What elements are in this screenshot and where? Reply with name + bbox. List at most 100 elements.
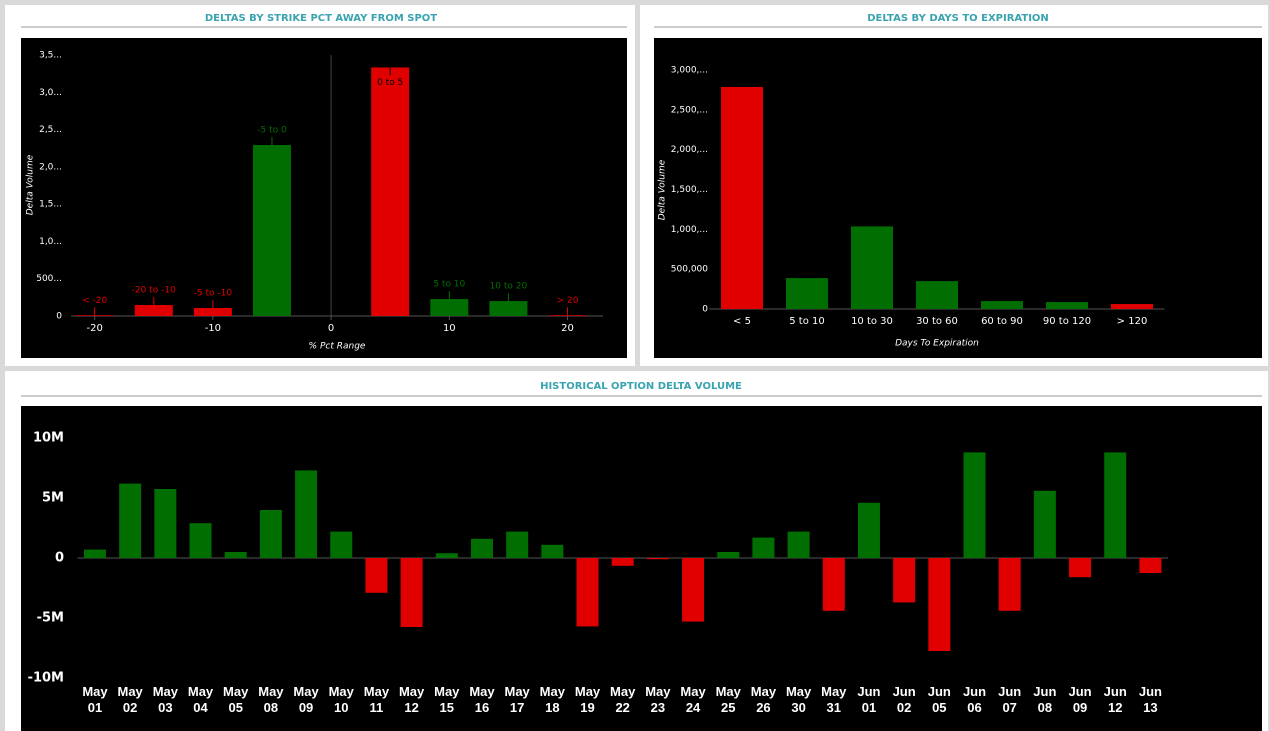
bar	[189, 523, 212, 558]
bar	[1069, 558, 1092, 578]
bar	[611, 558, 634, 566]
x-tick-label: Jun 09	[1068, 684, 1092, 715]
data-label: -5 to -10	[194, 289, 233, 299]
data-label: 5 to 10	[433, 280, 465, 290]
x-tick-label: -20	[86, 323, 102, 334]
bar	[1104, 452, 1127, 558]
bar	[541, 544, 564, 558]
x-tick-label: Jun 07	[998, 684, 1022, 715]
x-tick-label: May 25	[715, 684, 741, 715]
x-axis-label: % Pct Range	[309, 342, 366, 352]
bar	[721, 86, 763, 310]
x-tick-label: 10	[443, 323, 456, 334]
x-tick-label: May 24	[680, 684, 706, 715]
y-axis-label: Delta Volume	[658, 159, 668, 220]
x-tick-label: May 23	[645, 684, 671, 715]
bar	[435, 553, 458, 558]
bar	[916, 281, 958, 309]
bar	[259, 510, 282, 558]
y-tick-label: 0	[55, 551, 64, 566]
x-tick-label: May 05	[223, 684, 249, 715]
bar	[365, 558, 388, 593]
x-tick-label: May 26	[750, 684, 777, 715]
x-tick-label: -10	[205, 323, 221, 334]
data-label: < -20	[82, 296, 107, 306]
bar	[193, 308, 232, 316]
y-tick-label: 1,5...	[39, 200, 62, 210]
bar	[224, 552, 247, 558]
x-tick-label: May 22	[610, 684, 636, 715]
y-tick-label: 0	[702, 305, 708, 315]
bar	[576, 558, 599, 627]
x-tick-label: Jun 06	[962, 684, 987, 715]
x-tick-label: May 30	[785, 684, 812, 715]
x-tick-label: 30 to 60	[916, 316, 958, 327]
y-tick-label: -10M	[28, 671, 64, 686]
x-tick-label: 0	[328, 323, 334, 334]
y-tick-label: 3,0...	[39, 88, 62, 98]
bar	[998, 558, 1021, 611]
bar	[822, 558, 845, 611]
bar	[371, 67, 410, 316]
x-tick-label: May 17	[504, 684, 530, 715]
bar	[154, 489, 177, 558]
bar	[119, 483, 142, 558]
bar	[83, 549, 106, 558]
bar	[75, 315, 114, 317]
bar	[400, 558, 423, 627]
x-tick-label: May 10	[328, 684, 354, 715]
bar	[330, 531, 353, 558]
bar	[851, 226, 893, 309]
x-tick-label: May 02	[117, 684, 143, 715]
bar	[1046, 302, 1088, 309]
bar	[295, 470, 318, 558]
x-tick-label: Jun 02	[892, 684, 916, 715]
bar	[857, 502, 880, 558]
x-tick-label: > 120	[1117, 316, 1148, 327]
y-tick-label: 0	[56, 312, 62, 322]
bar	[489, 301, 528, 316]
data-label: -20 to -10	[132, 286, 176, 296]
x-tick-label: May 16	[469, 684, 495, 715]
x-tick-label: 60 to 90	[981, 316, 1023, 327]
x-tick-label: Jun 08	[1033, 684, 1057, 715]
x-tick-label: Jun 01	[857, 684, 881, 715]
bar	[470, 538, 493, 558]
data-label: 10 to 20	[490, 282, 528, 292]
x-tick-label: May 15	[434, 684, 460, 715]
plot-area	[21, 406, 1262, 731]
x-tick-label: 10 to 30	[851, 316, 893, 327]
y-tick-label: 500...	[36, 274, 62, 284]
x-tick-label: May 11	[363, 684, 390, 715]
x-tick-label: May 09	[293, 684, 319, 715]
y-tick-label: 2,000,...	[671, 145, 708, 155]
y-tick-label: 1,500,...	[671, 185, 708, 195]
x-axis-label: Days To Expiration	[895, 339, 979, 349]
x-tick-label: May 03	[152, 684, 178, 715]
y-tick-label: 1,000,...	[671, 225, 708, 235]
x-tick-label: 5 to 10	[789, 316, 824, 327]
bar	[134, 305, 173, 316]
y-tick-label: 1,0...	[39, 237, 62, 247]
bar	[430, 299, 469, 316]
data-label: -5 to 0	[257, 126, 287, 136]
bar	[981, 301, 1023, 309]
plot-area	[21, 38, 627, 358]
y-tick-label: 500,000	[671, 265, 708, 275]
x-tick-label: Jun 05	[927, 684, 951, 715]
y-tick-label: 2,0...	[39, 162, 62, 172]
x-tick-label: May 08	[258, 684, 284, 715]
x-tick-label: May 31	[821, 684, 847, 715]
bar	[787, 531, 810, 558]
x-tick-label: Jun 13	[1138, 684, 1162, 715]
bar	[646, 558, 669, 560]
x-tick-label: < 5	[733, 316, 751, 327]
x-tick-label: May 12	[398, 684, 425, 715]
bar	[1111, 304, 1153, 309]
chart-title: HISTORICAL OPTION DELTA VOLUME	[540, 381, 742, 392]
chart-title: DELTAS BY DAYS TO EXPIRATION	[867, 13, 1049, 24]
y-tick-label: -5M	[37, 611, 64, 626]
y-tick-label: 2,5...	[39, 125, 62, 135]
